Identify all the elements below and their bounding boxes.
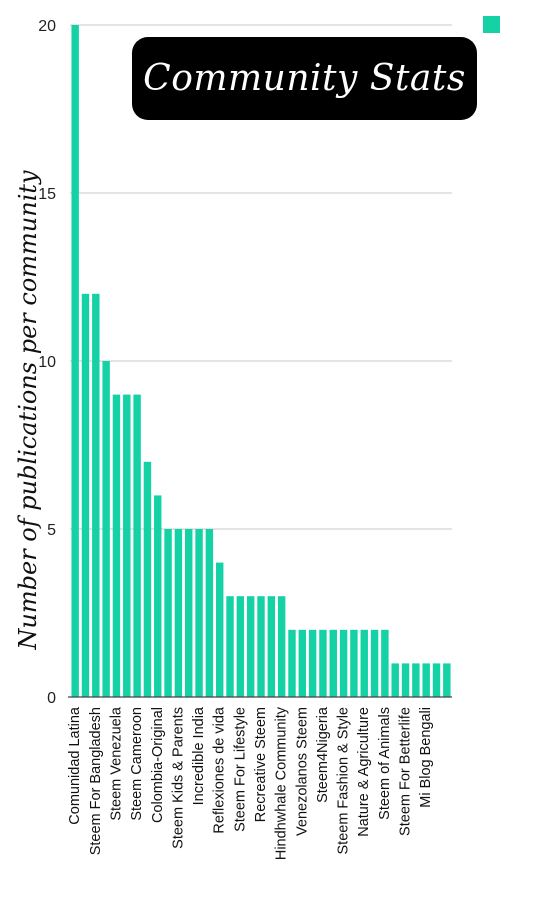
bar (319, 629, 327, 697)
x-tick-label: Recreative Steem (253, 707, 269, 822)
bar (381, 629, 389, 697)
bar (164, 529, 172, 697)
x-tick-label: Incredible India (191, 706, 207, 805)
bar (360, 629, 368, 697)
y-tick-label: 10 (38, 354, 56, 371)
bar (185, 529, 193, 697)
bar (391, 663, 399, 697)
x-tick-label: Steem Venezuela (108, 706, 124, 821)
bar (308, 629, 317, 697)
bar (81, 293, 90, 697)
bar (350, 629, 358, 697)
y-tick-label: 0 (47, 690, 56, 707)
bar (92, 293, 100, 697)
x-tick-label: Nature & Agriculture (356, 707, 372, 837)
x-tick-label: Steem For Bangladesh (88, 707, 104, 855)
bar (195, 529, 203, 697)
x-tick-label: Steem Cameroon (129, 707, 145, 821)
bar (123, 394, 131, 697)
bar (370, 629, 379, 697)
chart-title-badge: Community Stats (132, 37, 477, 120)
bar (215, 562, 224, 697)
y-tick-label: 20 (38, 18, 56, 35)
bar (257, 596, 265, 697)
x-tick-label: Comunidad Latina (67, 706, 83, 825)
x-tick-label: Steem For Betterlife (398, 707, 414, 836)
bar (174, 529, 183, 697)
x-tick-label: Steem Kids & Parents (170, 707, 186, 849)
legend-swatch (483, 16, 500, 33)
y-axis-ticks: 0 5 10 15 20 (38, 18, 56, 707)
gridlines (70, 24, 452, 530)
bar (329, 629, 337, 697)
bar (422, 663, 430, 697)
y-axis-label: Number of publications per community (14, 170, 42, 650)
bar (236, 596, 245, 697)
bar (432, 663, 441, 697)
x-tick-label: Steem Fashion & Style (336, 707, 352, 855)
chart-title: Community Stats (143, 58, 466, 99)
x-tick-label: Colombia-Original (150, 707, 166, 823)
y-tick-label: 15 (38, 186, 56, 203)
y-tick-label: 5 (47, 522, 56, 539)
bar (102, 361, 110, 697)
x-tick-label: Hindhwhale Community (274, 706, 290, 860)
bar (71, 25, 79, 697)
bar (226, 596, 234, 697)
bar (412, 663, 420, 697)
bar (154, 495, 162, 697)
x-tick-label: Steem of Animals (377, 707, 393, 820)
x-tick-label: Venezolanos Steem (294, 707, 310, 836)
bar (298, 629, 307, 697)
bar (133, 394, 141, 697)
bar (143, 461, 152, 697)
bar (339, 629, 348, 697)
x-tick-label: Steem4Nigeria (315, 706, 331, 803)
bar (288, 629, 296, 697)
bar (205, 529, 214, 697)
bar (443, 663, 451, 697)
bar (277, 596, 286, 697)
bar (246, 596, 255, 697)
bar (112, 394, 121, 697)
x-tick-label: Reflexiones de vida (212, 706, 228, 833)
bar (401, 663, 410, 697)
x-axis-ticks: Comunidad Latina Steem For Bangladesh Stee… (67, 706, 434, 860)
bar (267, 596, 276, 697)
x-tick-label: Steem For Lifestyle (232, 707, 248, 832)
bars (71, 25, 451, 697)
x-tick-label: Mi Blog Bengali (418, 707, 434, 808)
